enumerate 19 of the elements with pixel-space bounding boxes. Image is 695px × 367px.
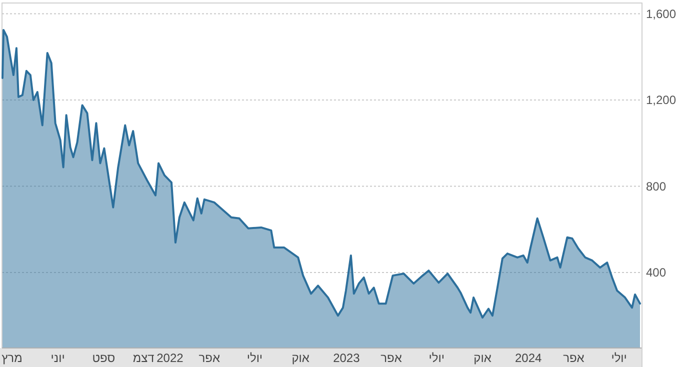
x-tick-label: מרץ [2,351,22,365]
x-tick-label: יולי [428,351,444,365]
x-tick-label: 2024 [515,351,542,365]
x-tick-label: יולי [246,351,263,365]
x-tick-label: אפר [198,351,220,365]
x-tick-label: אוק [292,351,310,365]
y-tick-label: 1,200 [646,93,676,108]
x-tick-label: דצמ [132,351,154,365]
y-tick-label: 800 [646,179,666,194]
x-tick-label: אוק [474,351,492,365]
x-tick-label: 2023 [333,351,360,365]
y-tick-label: 1,600 [646,6,676,21]
x-tick-label: 2022 [156,351,184,365]
x-tick-label: אפר [563,351,584,365]
y-tick-label: 400 [646,266,666,280]
x-tick-label: יוני [50,351,65,365]
x-tick-label: יולי [611,351,627,365]
x-tick-label: אפר [380,351,402,365]
x-tick-label: ספט [92,351,116,365]
